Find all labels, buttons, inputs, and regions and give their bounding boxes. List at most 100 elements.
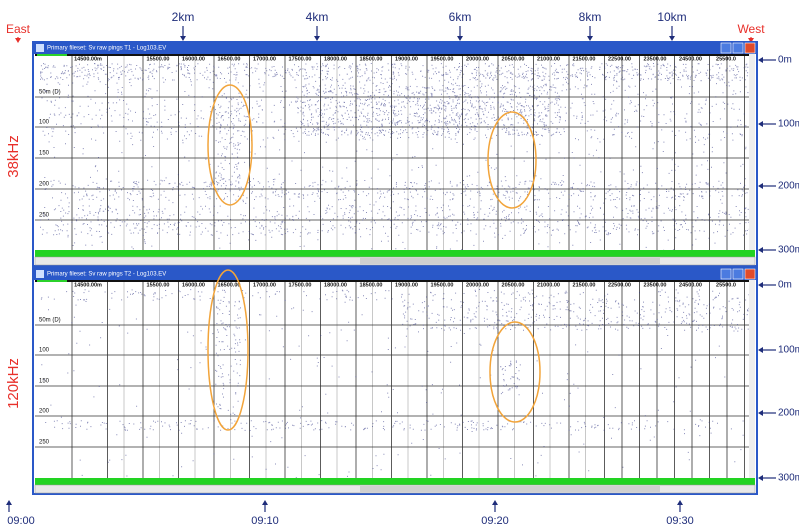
ruler-label: 24500.00 [679,282,702,288]
depth-marker: 300m [778,245,799,256]
depth-arrowhead [758,282,763,288]
depth-arrowhead [758,475,763,481]
depth-arrowhead [758,247,763,253]
ruler-label: 14500.00m [74,56,102,62]
depth-label: 200 [39,409,50,415]
ruler-label: 16000.00 [182,56,205,62]
ruler-label: 25500.0 [716,56,736,62]
echogram-window: Primary fileset: Sv raw pings T2 - Log10… [33,268,757,494]
marker-arrowhead [15,38,21,43]
depth-marker: 200m [778,181,799,192]
ruler-label: 14500.00m [74,282,102,288]
depth-arrowhead [758,347,763,353]
window-frame [33,268,757,494]
marker-arrowhead [669,36,675,41]
frequency-label: 38kHz [5,135,22,178]
marker-arrowhead [587,36,593,41]
maximize-button[interactable] [733,269,743,279]
marker-arrowhead [457,36,463,41]
ruler-label: 18500.00 [360,56,383,62]
minimize-button[interactable] [721,269,731,279]
depth-marker: 100m [778,119,799,130]
depth-marker: 300m [778,473,799,484]
ruler-highlight [37,54,67,56]
distance-marker: 4km [306,10,329,24]
ruler-label: 25500.0 [716,282,736,288]
ruler-label: 20000.00 [466,282,489,288]
ruler-label: 16500.00 [218,56,241,62]
window-icon [36,270,44,278]
west-label: West [737,22,765,36]
time-arrowhead [677,500,683,505]
ruler-label: 21500.00 [573,282,596,288]
depth-label: 250 [39,213,50,219]
ruler-label: 24500.00 [679,56,702,62]
bottom-line [35,250,755,257]
scroll-thumb[interactable] [360,486,660,492]
close-button[interactable] [745,43,755,53]
ruler-label: 15500.00 [147,282,170,288]
ruler-label: 21000.00 [537,282,560,288]
depth-arrowhead [758,121,763,127]
time-marker: 09:10 [251,515,279,527]
ruler-label: 23500.00 [644,282,667,288]
depth-label: 50m (D) [39,318,61,324]
bottom-line [35,478,755,485]
distance-marker: 2km [172,10,195,24]
ruler-label: 18000.00 [324,282,347,288]
maximize-button[interactable] [733,43,743,53]
marker-arrowhead [180,36,186,41]
time-marker: 09:00 [7,515,35,527]
window-title: Primary fileset: Sv raw pings T2 - Log10… [47,272,166,278]
depth-arrowhead [758,57,763,63]
distance-marker: 6km [449,10,472,24]
ruler-label: 19000.00 [395,56,418,62]
depth-label: 200 [39,182,50,188]
time-arrowhead [492,500,498,505]
ruler-label: 19500.00 [431,56,454,62]
depth-label: 100 [39,120,50,126]
echogram-screenshot: East West 2km4km6km8km10kmPrimary filese… [0,0,799,529]
ruler-label: 19000.00 [395,282,418,288]
depth-label: 100 [39,348,50,354]
time-marker: 09:20 [481,515,509,527]
depth-marker: 0m [778,280,792,291]
frequency-label: 120kHz [5,358,22,409]
close-button[interactable] [745,269,755,279]
ruler-label: 19500.00 [431,282,454,288]
ruler-label: 17000.00 [253,282,276,288]
window-frame [33,42,757,266]
ruler-highlight [37,280,67,282]
depth-marker: 200m [778,408,799,419]
ruler-label: 20000.00 [466,56,489,62]
ruler-label: 18000.00 [324,56,347,62]
time-arrowhead [6,500,12,505]
ruler-label: 20500.00 [502,282,525,288]
ruler-label: 22500.00 [608,56,631,62]
ruler-label: 22500.00 [608,282,631,288]
time-arrowhead [262,500,268,505]
ruler-label: 17500.00 [289,282,312,288]
ruler-label: 15500.00 [147,56,170,62]
depth-marker: 0m [778,55,792,66]
ruler-label: 20500.00 [502,56,525,62]
scroll-thumb[interactable] [360,258,660,264]
depth-arrowhead [758,410,763,416]
window-icon [36,44,44,52]
ruler-label: 21000.00 [537,56,560,62]
vertical-scrollbar[interactable] [749,54,755,250]
depth-label: 150 [39,151,50,157]
minimize-button[interactable] [721,43,731,53]
ruler-label: 18500.00 [360,282,383,288]
time-marker: 09:30 [666,515,694,527]
window-title: Primary fileset: Sv raw pings T1 - Log10… [47,46,166,52]
ruler-label: 23500.00 [644,56,667,62]
depth-arrowhead [758,183,763,189]
ruler-label: 21500.00 [573,56,596,62]
ruler-label: 17500.00 [289,56,312,62]
east-label: East [6,22,31,36]
distance-marker: 8km [579,10,602,24]
ruler-label: 17000.00 [253,56,276,62]
vertical-scrollbar[interactable] [749,280,755,478]
marker-arrowhead [314,36,320,41]
